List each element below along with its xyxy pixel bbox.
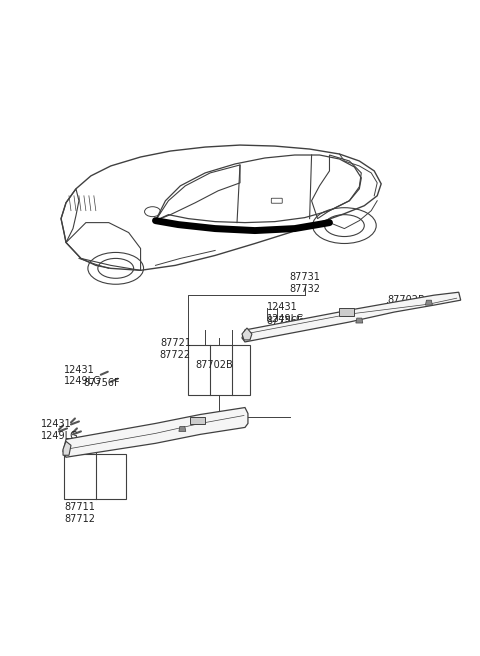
Polygon shape <box>242 328 252 340</box>
Text: 87731
87732: 87731 87732 <box>289 272 320 294</box>
Text: 87756F: 87756F <box>83 378 120 388</box>
Polygon shape <box>63 441 71 455</box>
Text: 87756F: 87756F <box>64 440 101 449</box>
Polygon shape <box>356 318 363 323</box>
Polygon shape <box>339 308 354 316</box>
Text: 87721
87722: 87721 87722 <box>160 338 191 359</box>
Polygon shape <box>190 417 205 424</box>
Text: 12431
1249LG: 12431 1249LG <box>41 419 79 441</box>
Text: 12431
1249LG: 12431 1249LG <box>267 302 304 324</box>
Text: 87702B: 87702B <box>387 295 425 305</box>
Text: 87756F: 87756F <box>267 316 303 326</box>
Text: 12431
1249LG: 12431 1249LG <box>64 365 102 386</box>
Text: 87711
87712: 87711 87712 <box>64 502 95 523</box>
Text: 87702B: 87702B <box>195 359 233 370</box>
Bar <box>188 345 250 395</box>
Polygon shape <box>63 407 248 457</box>
Polygon shape <box>179 426 186 432</box>
Bar <box>64 454 126 499</box>
Polygon shape <box>242 292 461 342</box>
Polygon shape <box>425 300 432 305</box>
